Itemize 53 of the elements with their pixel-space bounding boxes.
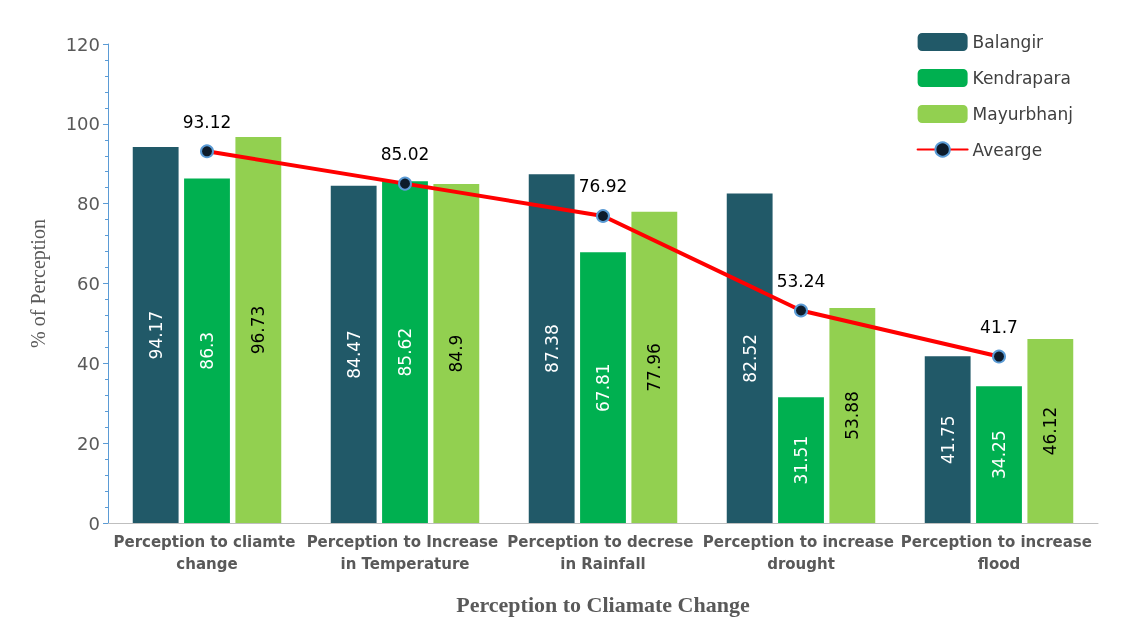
- data-label: 34.25: [989, 430, 1009, 479]
- x-tick-label: Perception to increase drought: [702, 533, 900, 573]
- bar: [778, 397, 824, 523]
- bar: [433, 184, 480, 523]
- y-tick-label: 60: [77, 273, 100, 294]
- data-label: 82.52: [739, 333, 760, 383]
- data-label: 77.96: [644, 343, 665, 392]
- bar: [184, 178, 230, 523]
- x-axis-title: Perception to Cliamate Change: [456, 591, 750, 617]
- bar: [132, 147, 179, 523]
- bar: [726, 193, 773, 523]
- bar: [631, 211, 678, 523]
- data-label: 31.51: [791, 435, 811, 485]
- x-tick-label: Perception to Increase in Temperature: [306, 533, 504, 573]
- bar: [976, 386, 1022, 523]
- data-label: 85.02: [380, 144, 430, 165]
- legend-label: Balangir: [972, 32, 1044, 52]
- data-label: 76.92: [578, 176, 628, 197]
- legend-label: Kendrapara: [972, 68, 1071, 88]
- data-label: 84.47: [343, 330, 364, 379]
- data-label: 85.62: [395, 327, 415, 377]
- data-label: 94.17: [145, 310, 166, 360]
- x-tick-label: Perception to decrese in Rainfall: [507, 533, 699, 573]
- bar: [235, 136, 282, 523]
- data-label: 53.88: [842, 391, 863, 440]
- bar: [528, 174, 575, 523]
- x-tick-label: Perception to cliamte change: [113, 533, 301, 573]
- bar: [330, 185, 377, 523]
- y-tick-label: 80: [77, 193, 100, 215]
- bar: [924, 356, 971, 523]
- x-tick-label: Perception to increase flood: [900, 533, 1098, 573]
- data-label: 93.12: [182, 111, 232, 132]
- y-tick-label: 100: [65, 113, 100, 135]
- y-axis-title: % of Perception: [27, 219, 50, 348]
- data-label: 46.12: [1040, 406, 1061, 456]
- y-tick-label: 20: [77, 432, 100, 454]
- data-label: 86.3: [197, 331, 217, 370]
- data-label: 67.81: [593, 363, 613, 412]
- y-tick-label: 0: [88, 512, 100, 534]
- bar: [382, 181, 428, 523]
- data-label: 84.9: [446, 334, 467, 373]
- data-label: 87.38: [541, 324, 562, 373]
- bar: [829, 307, 876, 523]
- legend-label: Avearge: [972, 139, 1043, 160]
- data-label: 41.75: [937, 415, 958, 465]
- data-label: 96.73: [248, 305, 269, 355]
- bar: [580, 252, 626, 523]
- data-label: 41.7: [980, 317, 1018, 338]
- data-label: 53.24: [776, 270, 826, 291]
- y-tick-label: 40: [77, 352, 100, 374]
- bar: [1027, 338, 1074, 523]
- y-tick-label: 120: [65, 33, 100, 55]
- legend-label: Mayurbhanj: [972, 104, 1073, 124]
